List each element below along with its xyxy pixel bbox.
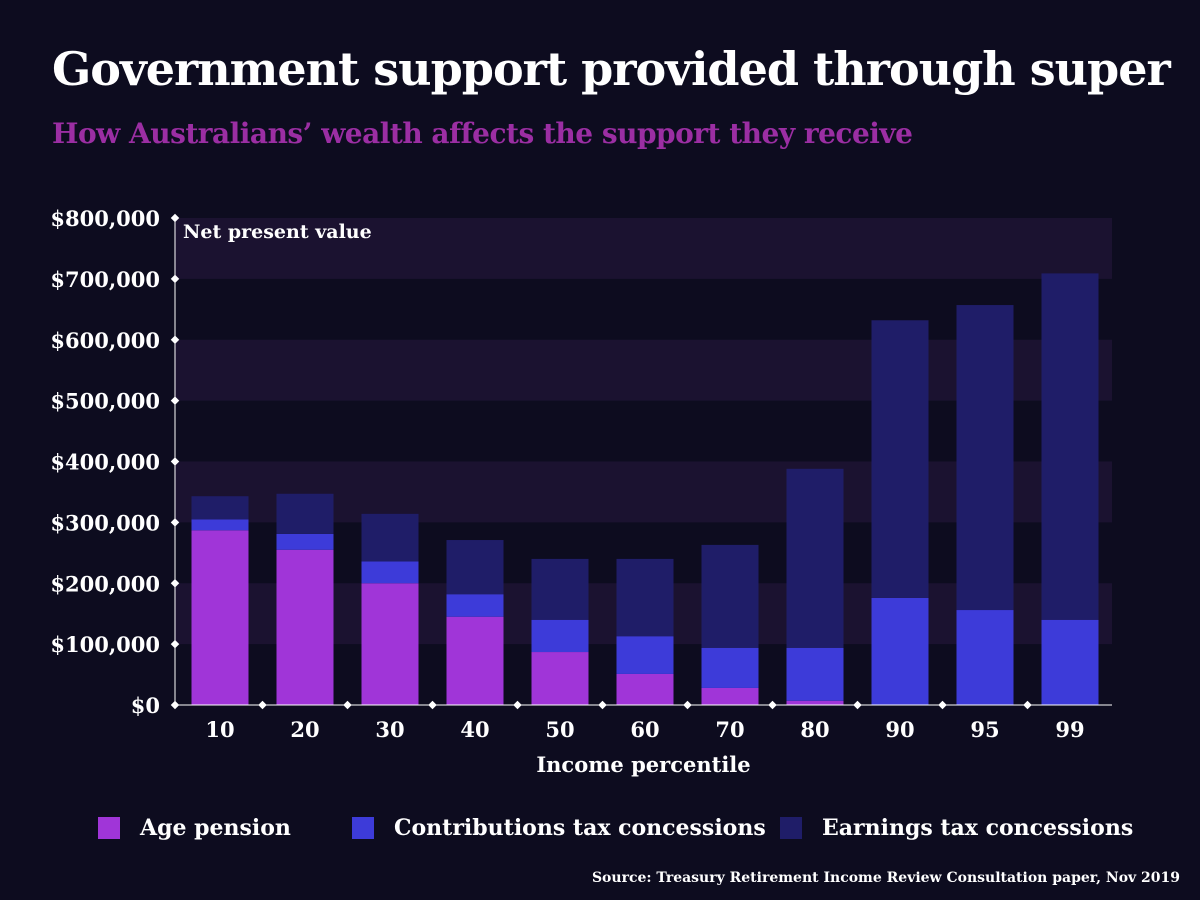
y-tick-label: $400,000 <box>50 450 160 475</box>
bar-age-40 <box>446 616 504 705</box>
bar-earnings-60 <box>616 558 674 637</box>
bar-age-20 <box>276 549 334 705</box>
bar-age-70 <box>701 687 759 705</box>
bar-age-60 <box>616 673 674 705</box>
bar-contrib-30 <box>361 561 419 584</box>
bar-contrib-20 <box>276 533 334 550</box>
bar-earnings-95 <box>956 305 1014 611</box>
legend-swatch-contrib <box>352 817 374 839</box>
x-axis-label: Income percentile <box>536 752 750 777</box>
y-tick-label: $500,000 <box>50 389 160 414</box>
bar-contrib-70 <box>701 647 759 688</box>
x-tick-label: 50 <box>545 717 574 742</box>
bar-age-10 <box>191 530 249 705</box>
x-tick-label: 40 <box>460 717 489 742</box>
bar-contrib-10 <box>191 519 249 531</box>
legend-label: Contributions tax concessions <box>394 815 766 841</box>
grid-band <box>175 339 1112 401</box>
x-tick-label: 80 <box>800 717 829 742</box>
x-tick-label: 70 <box>715 717 744 742</box>
y-tick-diamond <box>170 700 180 710</box>
bar-contrib-99 <box>1041 619 1099 705</box>
y-tick-label: $100,000 <box>50 632 160 657</box>
legend-item-contributions: Contributions tax concessions <box>352 815 766 841</box>
legend-label: Earnings tax concessions <box>822 815 1134 841</box>
x-tick-label: 99 <box>1055 717 1084 742</box>
bar-age-50 <box>531 652 589 705</box>
bar-contrib-95 <box>956 610 1014 705</box>
y-tick-diamond <box>170 396 180 405</box>
bar-contrib-90 <box>871 597 929 705</box>
x-tick-label: 20 <box>290 717 319 742</box>
bar-earnings-10 <box>191 496 249 520</box>
bar-contrib-40 <box>446 594 504 617</box>
bar-earnings-20 <box>276 493 334 534</box>
legend-item-earnings: Earnings tax concessions <box>780 815 1133 841</box>
bar-contrib-80 <box>786 647 844 701</box>
y-tick-label: $300,000 <box>50 510 160 535</box>
legend-swatch-earnings <box>780 817 802 839</box>
bar-earnings-40 <box>446 540 504 595</box>
y-tick-label: $200,000 <box>50 571 160 596</box>
bar-earnings-50 <box>531 558 589 620</box>
bar-earnings-70 <box>701 544 759 648</box>
bar-contrib-50 <box>531 619 589 653</box>
y-tick-diamond <box>170 213 180 223</box>
y-tick-label: $800,000 <box>50 206 160 231</box>
y-tick-diamond <box>170 274 180 284</box>
bar-earnings-99 <box>1041 273 1099 620</box>
x-tick-label: 10 <box>205 717 234 742</box>
chart-title: Government support provided through supe… <box>52 42 1171 96</box>
x-tick-label: 60 <box>630 717 659 742</box>
y-tick-label: $0 <box>131 693 160 718</box>
y-tick-label: $600,000 <box>50 328 160 353</box>
x-tick-label: 90 <box>885 717 914 742</box>
bar-earnings-30 <box>361 513 419 562</box>
y-tick-diamond <box>170 457 180 466</box>
grid-band <box>175 218 1112 279</box>
bar-earnings-90 <box>871 320 929 598</box>
bar-age-30 <box>361 583 419 705</box>
x-tick-label: 30 <box>375 717 404 742</box>
bar-age-80 <box>786 700 844 705</box>
y-tick-label: $700,000 <box>50 267 160 292</box>
legend-label: Age pension <box>140 815 291 841</box>
legend-swatch-age <box>98 817 120 839</box>
y-tick-diamond <box>170 335 180 344</box>
bar-earnings-80 <box>786 468 844 648</box>
source-note: Source: Treasury Retirement Income Revie… <box>591 870 1180 886</box>
legend-item-age-pension: Age pension <box>98 815 291 841</box>
x-tick-label: 95 <box>970 717 999 742</box>
chart-subtitle: How Australians’ wealth affects the supp… <box>52 117 913 150</box>
bar-contrib-60 <box>616 636 674 674</box>
y-axis-label: Net present value <box>183 221 372 243</box>
